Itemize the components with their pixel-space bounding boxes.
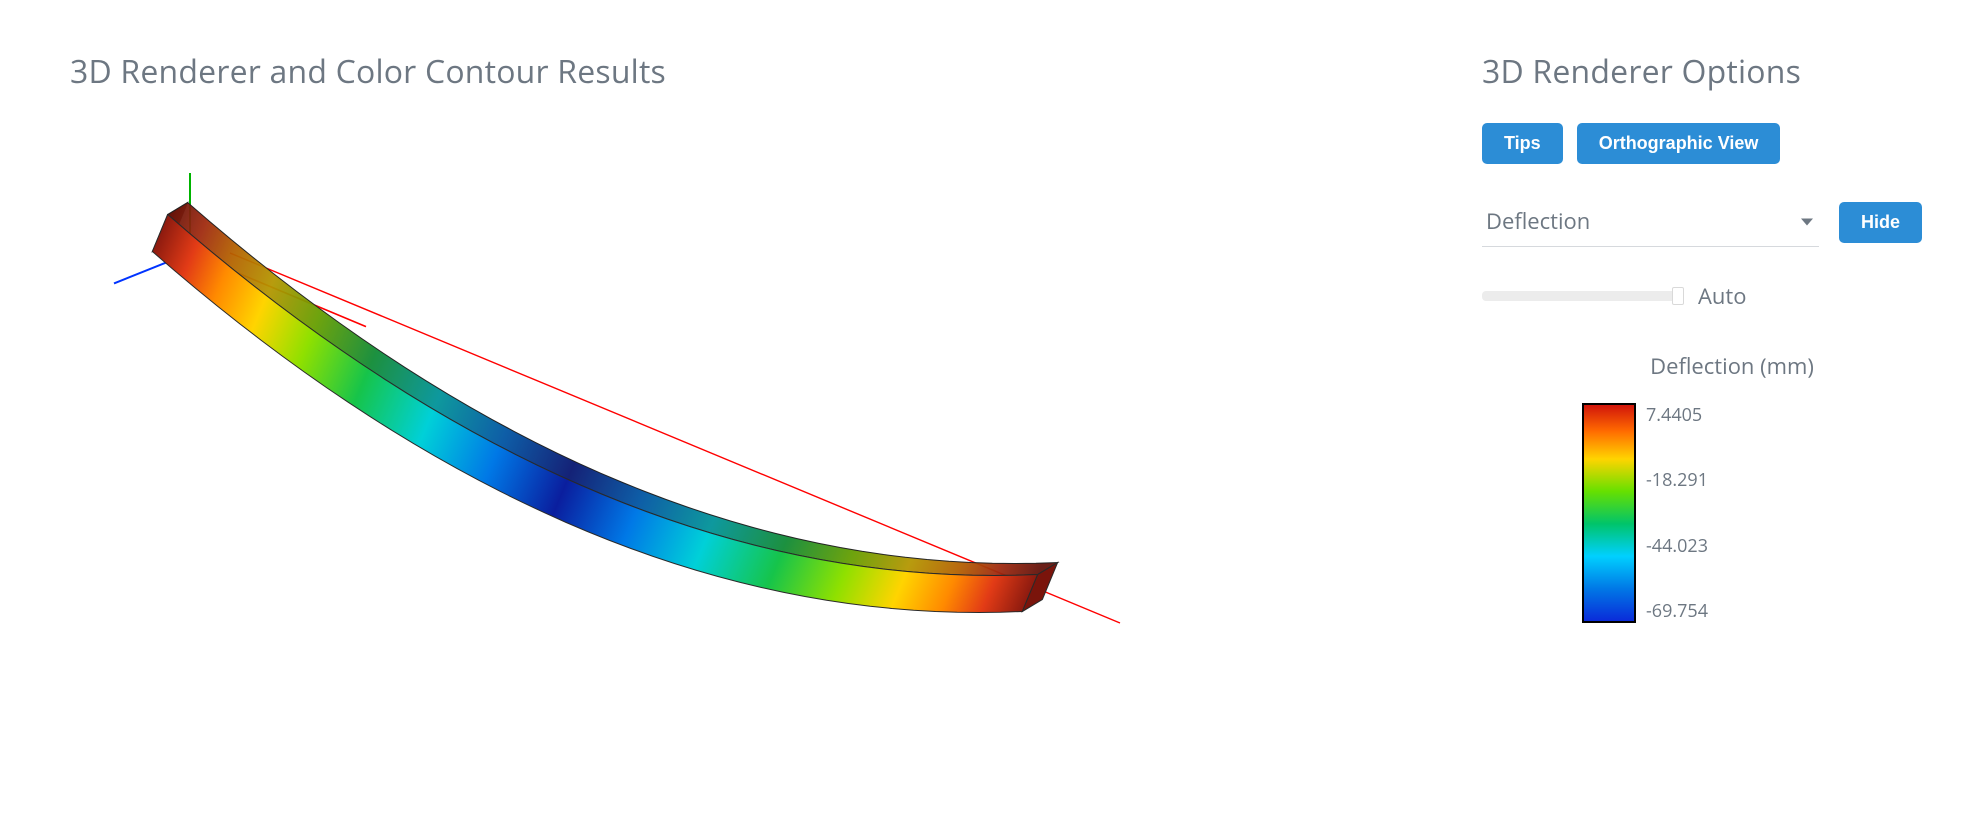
result-type-select[interactable]: Deflection (1482, 198, 1819, 247)
legend-title: Deflection (mm) (1542, 351, 1922, 381)
slider-thumb[interactable] (1672, 287, 1684, 305)
options-title: 3D Renderer Options (1482, 50, 1922, 93)
slider-label: Auto (1698, 281, 1746, 311)
legend-tick: 7.4405 (1646, 403, 1708, 427)
tips-button[interactable]: Tips (1482, 123, 1563, 164)
legend-ticks: 7.4405 -18.291 -44.023 -69.754 (1646, 403, 1708, 623)
chevron-down-icon (1801, 219, 1813, 226)
legend-tick: -44.023 (1646, 534, 1708, 558)
select-value: Deflection (1486, 206, 1590, 236)
scale-slider[interactable] (1482, 291, 1682, 301)
color-legend: Deflection (mm) 7.4405-18.291-44.023-69.… (1582, 351, 1922, 623)
renderer-viewport[interactable] (70, 93, 1402, 773)
orthographic-view-button[interactable]: Orthographic View (1577, 123, 1781, 164)
legend-tick: -18.291 (1646, 468, 1708, 492)
legend-colorbar (1582, 403, 1636, 623)
main-title: 3D Renderer and Color Contour Results (70, 50, 1402, 93)
hide-button[interactable]: Hide (1839, 202, 1922, 243)
legend-tick: -69.754 (1646, 599, 1708, 623)
